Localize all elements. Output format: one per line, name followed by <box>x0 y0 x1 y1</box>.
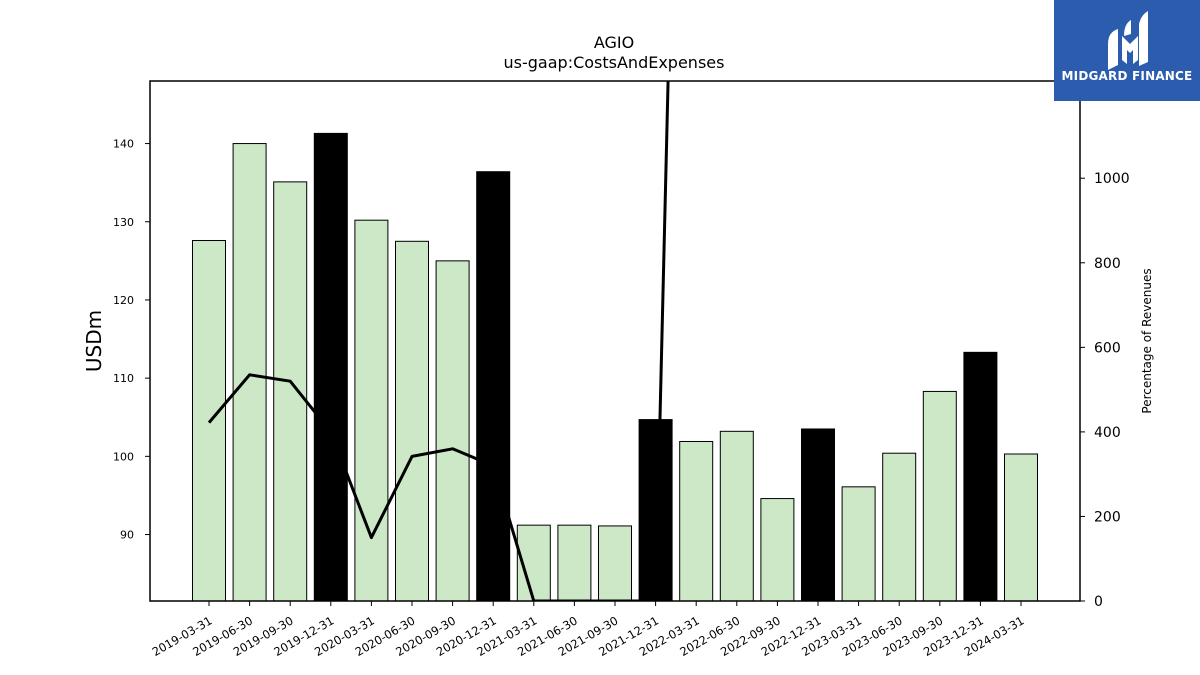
y2-tick-label: 0 <box>1094 594 1103 610</box>
bar-2023-03-31 <box>841 486 876 602</box>
bar-2020-03-31 <box>354 219 389 602</box>
bar-2022-06-30 <box>719 430 754 602</box>
y2-tick-label: 600 <box>1094 340 1121 356</box>
y-tick-label: 120 <box>113 294 134 307</box>
bar-2024-03-31 <box>1004 453 1038 602</box>
brand-logo: MIDGARD FINANCE <box>1054 0 1200 101</box>
y-axis-right: 0 200 400 600 800 1000 <box>1080 171 1130 610</box>
y2-axis-label: Percentage of Revenues <box>1140 268 1154 413</box>
y-tick-label: 90 <box>120 529 134 542</box>
y2-tick-label: 200 <box>1094 509 1121 525</box>
bar-2022-03-31 <box>679 440 714 602</box>
y2-tick-label: 400 <box>1094 425 1121 441</box>
bar-2023-06-30 <box>882 452 917 602</box>
bar-2019-09-30 <box>273 181 308 602</box>
y2-tick-label: 1000 <box>1094 171 1130 187</box>
bar-2021-06-30 <box>557 524 592 602</box>
bar-2021-12-31 <box>638 419 673 602</box>
bar-2023-12-31 <box>963 351 998 602</box>
x-axis: 2019-03-312019-06-302019-09-302019-12-31… <box>150 601 1027 659</box>
logo-mark-icon <box>1108 11 1148 70</box>
bar-2023-09-30 <box>922 390 957 602</box>
bar-2019-12-31 <box>313 132 348 602</box>
y-axis-label: USDm <box>82 310 106 372</box>
logo-text: MIDGARD FINANCE <box>1061 69 1193 83</box>
line-group <box>207 81 670 601</box>
bar-2019-06-30 <box>232 143 267 602</box>
chart-subtitle: us-gaap:CostsAndExpenses <box>504 53 725 72</box>
y-tick-label: 110 <box>113 372 134 385</box>
y2-tick-label: 800 <box>1094 256 1121 272</box>
bar-2021-09-30 <box>598 525 632 602</box>
y-axis-left: 90 100 110 120 130 140 <box>113 138 150 542</box>
y-tick-label: 140 <box>113 138 134 151</box>
bar-group <box>192 132 1038 602</box>
bar-2020-06-30 <box>395 240 429 602</box>
bar-2022-12-31 <box>801 428 835 602</box>
bar-2020-12-31 <box>476 171 511 602</box>
y-tick-label: 100 <box>113 450 134 463</box>
chart-title: AGIO <box>594 33 634 52</box>
bar-2022-09-30 <box>760 498 795 602</box>
bar-2020-09-30 <box>435 260 470 602</box>
y-tick-label: 130 <box>113 216 134 229</box>
revenue-pct-line-0 <box>207 81 670 601</box>
